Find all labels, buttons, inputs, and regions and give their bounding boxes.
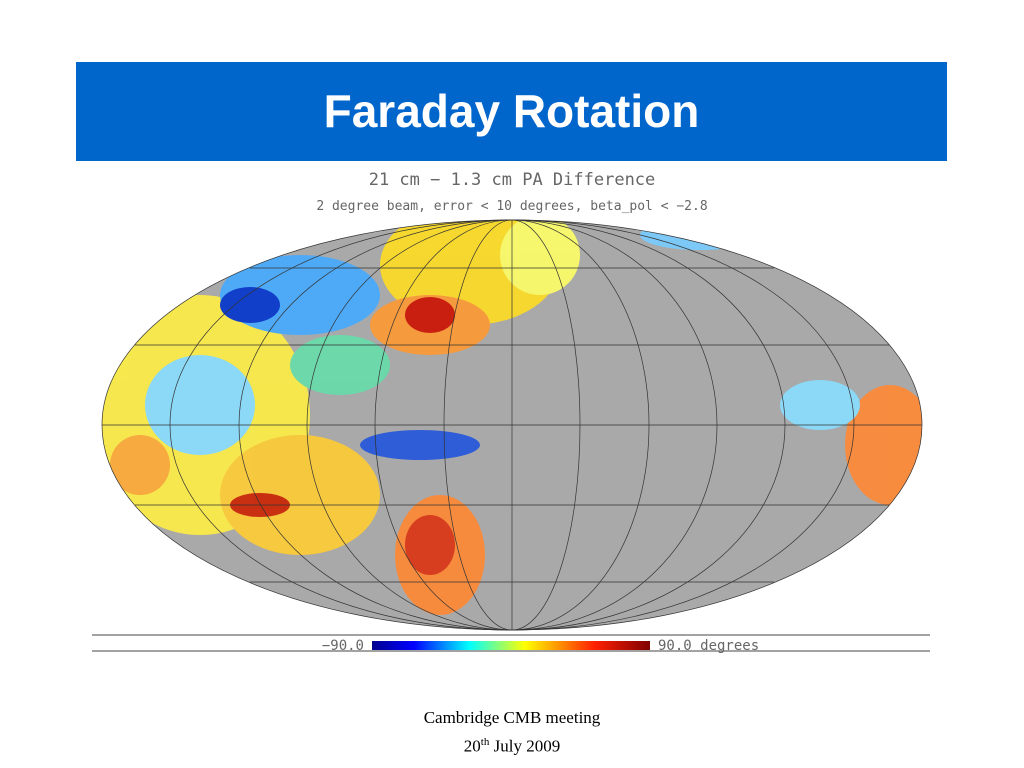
- title-banner: Faraday Rotation: [76, 62, 947, 161]
- date-rest: July 2009: [493, 736, 561, 756]
- map-subtitle: 2 degree beam, error < 10 degrees, beta_…: [316, 199, 707, 214]
- colorbar: [372, 641, 650, 650]
- date-suffix: th: [480, 736, 490, 748]
- colorbar-max-label: 90.0 degrees: [658, 638, 759, 654]
- graticule: [101, 219, 923, 631]
- footer-event: Cambridge CMB meeting: [423, 708, 601, 727]
- date-day: 20: [463, 736, 481, 756]
- map-title: 21 cm − 1.3 cm PA Difference: [369, 170, 656, 190]
- slide-title: Faraday Rotation: [323, 85, 700, 137]
- rotation-patches: [102, 220, 922, 615]
- footer: Cambridge CMB meeting 20th July 2009: [0, 706, 1024, 759]
- footer-date: 20th July 2009: [0, 730, 1024, 759]
- sky-map: 21 cm − 1.3 cm PA Difference 2 degree be…: [92, 170, 930, 654]
- colorbar-min-label: −90.0: [322, 638, 364, 654]
